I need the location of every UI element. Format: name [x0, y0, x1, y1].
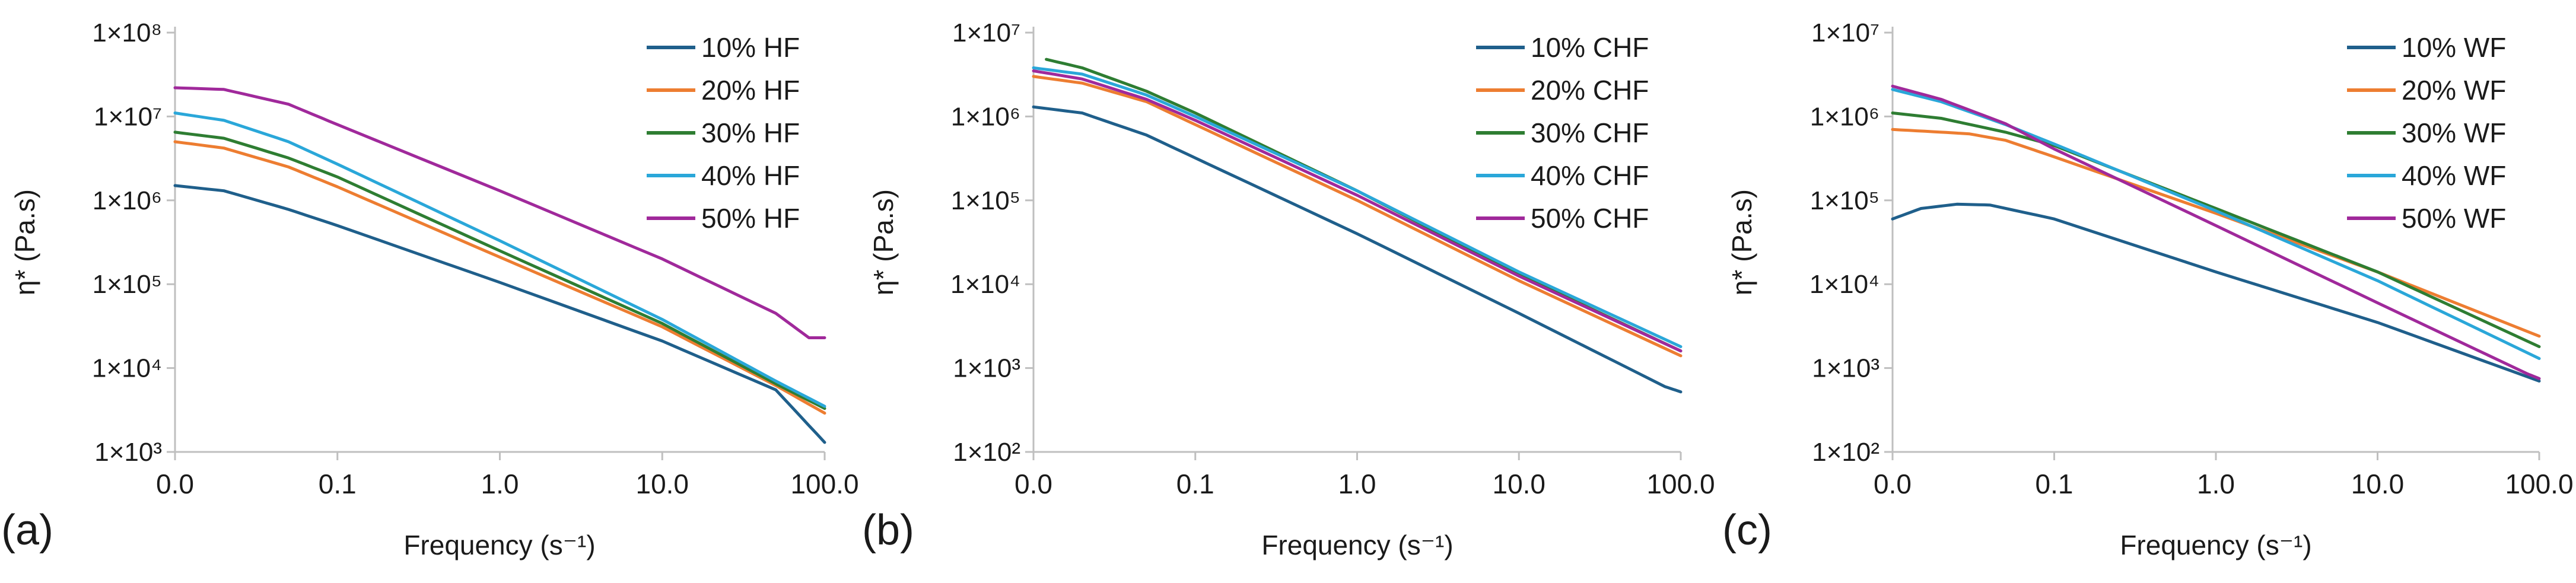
y-axis-title: η* (Pa.s): [868, 189, 899, 295]
y-tick-label: 1×10³: [94, 438, 162, 467]
x-tick-label: 100.0: [2505, 469, 2573, 499]
y-tick-label: 1×10⁵: [951, 186, 1020, 215]
series-line-40-chf: [1032, 66, 1683, 348]
y-axis-title: η* (Pa.s): [9, 189, 40, 295]
panel-label-c: (c): [1722, 506, 1772, 554]
y-tick-label: 1×10²: [953, 438, 1020, 467]
x-tick-label: 1.0: [481, 469, 519, 499]
legend-label: 20% WF: [2402, 75, 2506, 106]
legend: 10% CHF 20% CHF 30% CHF 40% CHF 50% CHF: [1476, 32, 1649, 234]
y-tick-label: 1×10⁶: [951, 102, 1020, 131]
x-tick-label: 10.0: [1492, 469, 1545, 499]
x-tick-label: 100.0: [1646, 469, 1715, 499]
x-tick-label: 0.1: [319, 469, 357, 499]
x-tick-label: 0.0: [1874, 469, 1912, 499]
x-axis-title: Frequency (s⁻¹): [1261, 530, 1453, 560]
y-tick-label: 1×10³: [953, 354, 1020, 383]
series-line-50-hf: [173, 86, 826, 339]
legend-label: 20% HF: [701, 75, 800, 106]
chart-panel-b: 1×10² 1×10³ 1×10⁴ 1×10⁵ 1×10⁶ 1×10⁷ 0.0 0.1 1.0 1…: [868, 18, 1715, 560]
legend: 10% HF 20% HF 30% HF 40% HF 50% HF: [647, 32, 800, 234]
y-tick-label: 1×10⁷: [952, 18, 1020, 47]
series-line-40-hf: [173, 111, 826, 408]
series-line-20-hf: [173, 140, 826, 415]
x-axis-title: Frequency (s⁻¹): [2120, 530, 2311, 560]
legend-label: 30% CHF: [1531, 117, 1649, 148]
series-line-10-chf: [1032, 105, 1683, 394]
y-tick-label: 1×10⁶: [1810, 102, 1879, 131]
legend-label: 10% CHF: [1531, 32, 1649, 63]
x-tick-label: 0.1: [2036, 469, 2073, 499]
legend-label: 10% HF: [701, 32, 800, 63]
series-line-20-chf: [1032, 75, 1683, 358]
series-line-10-hf: [173, 184, 826, 444]
legend-label: 40% WF: [2402, 160, 2506, 191]
legend-label: 50% WF: [2402, 203, 2506, 234]
x-tick-label: 100.0: [790, 469, 858, 499]
legend-label: 40% HF: [701, 160, 800, 191]
y-tick-label: 1×10⁴: [92, 354, 162, 383]
y-tick-label: 1×10⁶: [93, 186, 162, 215]
series-line-40-wf: [1891, 88, 2541, 360]
legend-label: 50% CHF: [1531, 203, 1649, 234]
legend-label: 30% HF: [701, 117, 800, 148]
y-tick-label: 1×10⁸: [92, 18, 162, 47]
y-tick-label: 1×10⁴: [1809, 270, 1879, 299]
chart-panel-c: 1×10² 1×10³ 1×10⁴ 1×10⁵ 1×10⁶ 1×10⁷ 0.0 0.1 1.0 1…: [1726, 18, 2574, 560]
panel-label-b: (b): [862, 506, 914, 554]
x-tick-label: 1.0: [2197, 469, 2235, 499]
legend-label: 50% HF: [701, 203, 800, 234]
series-line-50-chf: [1032, 69, 1683, 353]
chart-panel-a: 1×10³ 1×10⁴ 1×10⁵ 1×10⁶ 1×10⁷ 1×10⁸ 0.0 0.1 1.0 1…: [9, 18, 859, 560]
y-tick-label: 1×10⁷: [1811, 18, 1879, 47]
series-line-10-wf: [1891, 202, 2541, 383]
x-tick-label: 0.0: [156, 469, 194, 499]
y-tick-label: 1×10⁴: [950, 270, 1020, 299]
legend-label: 10% WF: [2402, 32, 2506, 63]
y-axis-title: η* (Pa.s): [1726, 189, 1757, 295]
y-tick-label: 1×10⁵: [1810, 186, 1879, 215]
y-tick-label: 1×10³: [1812, 354, 1879, 383]
y-tick-label: 1×10⁷: [94, 102, 162, 131]
legend-label: 20% CHF: [1531, 75, 1649, 106]
legend-label: 40% CHF: [1531, 160, 1649, 191]
legend: 10% WF 20% WF 30% WF 40% WF 50% WF: [2347, 32, 2506, 234]
y-tick-label: 1×10²: [1812, 438, 1879, 467]
series-line-50-wf: [1891, 84, 2541, 380]
x-tick-label: 10.0: [635, 469, 689, 499]
series-line-30-hf: [173, 130, 826, 410]
panel-label-a: (a): [1, 506, 53, 554]
legend-label: 30% WF: [2402, 117, 2506, 148]
y-tick-label: 1×10⁵: [93, 270, 162, 299]
x-axis-title: Frequency (s⁻¹): [403, 530, 595, 560]
x-tick-label: 0.0: [1015, 469, 1052, 499]
x-tick-label: 1.0: [1338, 469, 1376, 499]
x-tick-label: 0.1: [1176, 469, 1214, 499]
x-tick-label: 10.0: [2351, 469, 2405, 499]
